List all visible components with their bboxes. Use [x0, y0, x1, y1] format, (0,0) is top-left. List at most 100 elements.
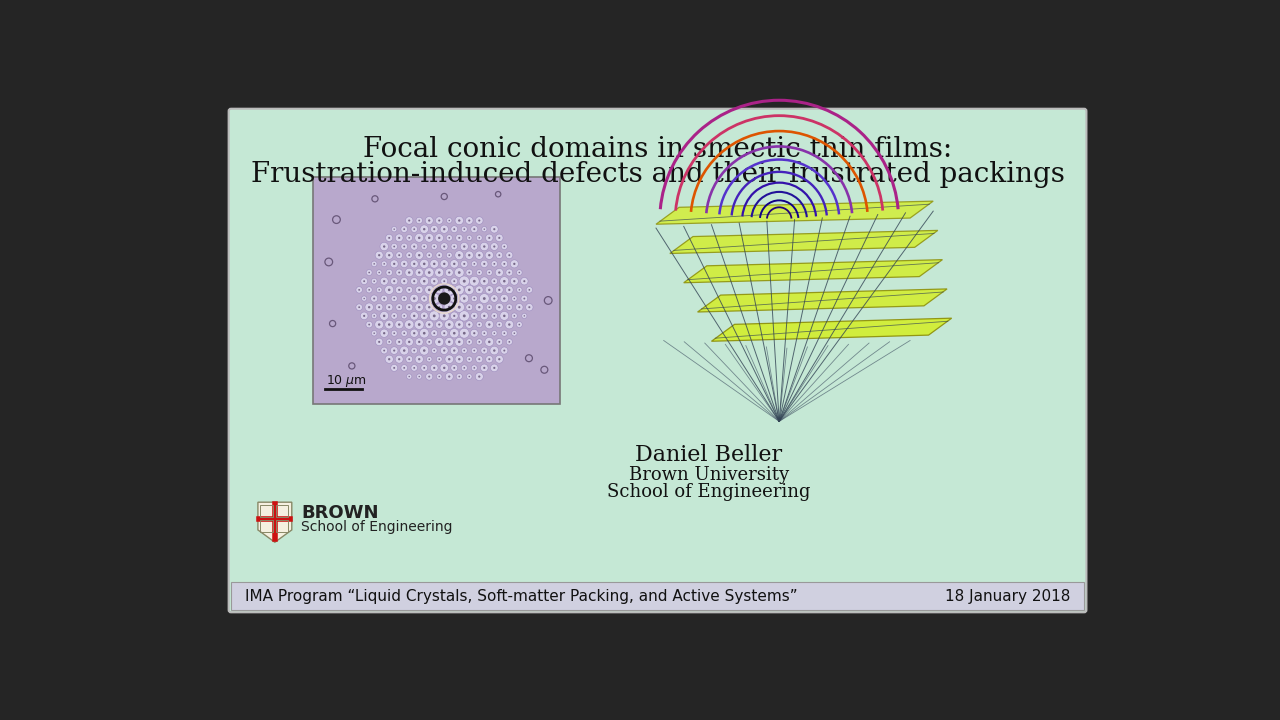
- Polygon shape: [257, 502, 292, 542]
- Circle shape: [431, 243, 438, 250]
- Circle shape: [376, 287, 381, 293]
- Circle shape: [488, 254, 490, 256]
- Circle shape: [356, 287, 362, 293]
- Circle shape: [518, 271, 520, 274]
- Circle shape: [458, 358, 461, 361]
- Circle shape: [433, 228, 435, 230]
- Circle shape: [393, 315, 396, 317]
- Circle shape: [410, 260, 419, 268]
- Circle shape: [428, 237, 430, 239]
- Circle shape: [374, 315, 375, 317]
- Circle shape: [484, 228, 485, 230]
- Circle shape: [468, 323, 470, 325]
- Circle shape: [438, 292, 451, 305]
- Circle shape: [513, 333, 515, 334]
- Circle shape: [454, 268, 465, 277]
- Circle shape: [390, 347, 398, 354]
- Circle shape: [474, 263, 475, 265]
- Circle shape: [396, 355, 403, 363]
- Circle shape: [422, 263, 425, 265]
- Circle shape: [393, 246, 396, 248]
- Circle shape: [476, 269, 483, 276]
- Circle shape: [428, 220, 430, 222]
- Circle shape: [460, 328, 470, 338]
- Bar: [260, 505, 273, 517]
- Circle shape: [403, 280, 406, 282]
- Polygon shape: [684, 260, 942, 283]
- Circle shape: [429, 376, 430, 377]
- Circle shape: [493, 315, 495, 317]
- Circle shape: [364, 298, 365, 300]
- Circle shape: [461, 226, 467, 233]
- Circle shape: [448, 375, 451, 378]
- Circle shape: [408, 376, 410, 377]
- Circle shape: [500, 347, 508, 354]
- Circle shape: [440, 278, 448, 284]
- Polygon shape: [669, 230, 938, 253]
- Circle shape: [434, 350, 435, 351]
- Circle shape: [404, 338, 413, 346]
- Circle shape: [508, 254, 511, 256]
- Circle shape: [508, 289, 511, 291]
- Circle shape: [479, 341, 480, 343]
- Circle shape: [485, 320, 494, 329]
- Circle shape: [490, 294, 498, 302]
- Circle shape: [408, 289, 410, 291]
- Circle shape: [488, 237, 490, 239]
- Circle shape: [463, 332, 466, 335]
- Circle shape: [454, 251, 463, 260]
- Text: 10 $\mu$m: 10 $\mu$m: [326, 373, 367, 389]
- Circle shape: [512, 330, 517, 336]
- Circle shape: [474, 315, 475, 317]
- Circle shape: [413, 280, 415, 282]
- Circle shape: [378, 341, 380, 343]
- Circle shape: [419, 376, 420, 377]
- Circle shape: [385, 320, 394, 329]
- Circle shape: [403, 367, 404, 369]
- Circle shape: [424, 315, 425, 317]
- Circle shape: [480, 243, 489, 251]
- Circle shape: [430, 277, 438, 285]
- Circle shape: [479, 237, 480, 238]
- Circle shape: [498, 306, 500, 308]
- Circle shape: [484, 350, 485, 351]
- Circle shape: [468, 237, 470, 238]
- Circle shape: [468, 341, 470, 343]
- FancyBboxPatch shape: [229, 109, 1087, 612]
- Circle shape: [518, 289, 520, 291]
- Circle shape: [375, 338, 383, 346]
- Circle shape: [471, 225, 477, 233]
- Circle shape: [471, 348, 477, 354]
- Circle shape: [516, 303, 524, 311]
- Circle shape: [379, 289, 380, 291]
- Circle shape: [383, 350, 385, 351]
- Circle shape: [371, 295, 378, 302]
- Circle shape: [424, 246, 425, 248]
- Circle shape: [471, 295, 477, 302]
- Circle shape: [403, 297, 404, 300]
- Circle shape: [495, 286, 503, 294]
- Circle shape: [451, 278, 458, 284]
- Circle shape: [403, 263, 406, 265]
- Circle shape: [393, 349, 396, 351]
- Circle shape: [458, 306, 461, 309]
- Circle shape: [502, 243, 507, 250]
- Circle shape: [425, 285, 434, 294]
- Circle shape: [451, 312, 458, 320]
- Circle shape: [378, 323, 380, 325]
- Circle shape: [481, 330, 488, 336]
- Circle shape: [407, 374, 412, 379]
- Circle shape: [470, 329, 479, 337]
- Circle shape: [451, 346, 458, 355]
- Circle shape: [392, 227, 397, 232]
- Circle shape: [495, 338, 503, 346]
- Circle shape: [436, 304, 443, 310]
- Circle shape: [451, 294, 458, 302]
- Circle shape: [498, 237, 500, 239]
- Circle shape: [438, 271, 440, 274]
- Circle shape: [488, 323, 490, 325]
- Circle shape: [443, 332, 445, 334]
- Circle shape: [463, 263, 466, 265]
- Circle shape: [392, 330, 397, 336]
- Circle shape: [415, 233, 424, 243]
